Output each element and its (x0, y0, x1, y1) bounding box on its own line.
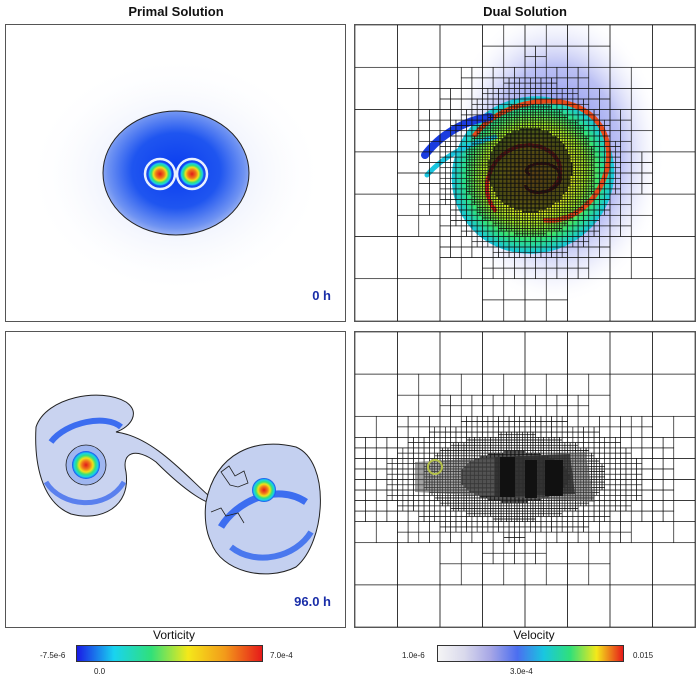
velocity-mid-label: 3.0e-4 (510, 667, 533, 676)
primal-vorticity-field-initial (26, 55, 326, 295)
velocity-colorbar (437, 645, 624, 662)
dual-solution-title: Dual Solution (483, 4, 567, 19)
dual-velocity-field-initial (355, 25, 695, 321)
dual-panel-initial (354, 24, 696, 322)
vorticity-min-label: -7.5e-6 (40, 651, 66, 660)
velocity-colorbar-title: Velocity (513, 628, 555, 642)
dual-panel-final (354, 331, 696, 628)
vorticity-colorbar (76, 645, 263, 662)
primal-solution-title: Primal Solution (128, 4, 224, 19)
vorticity-max-label: 7.0e-4 (270, 651, 293, 660)
velocity-min-label: 1.0e-6 (402, 651, 425, 660)
primal-panel-initial: 0 h (5, 24, 346, 322)
dual-velocity-field-final (355, 332, 695, 627)
primal-panel-final: 96.0 h (5, 331, 346, 628)
time-label-final: 96.0 h (294, 594, 331, 609)
vorticity-colorbar-title: Vorticity (152, 628, 195, 642)
vorticity-zero-label: 0.0 (94, 667, 106, 676)
primal-vorticity-field-final (35, 394, 321, 575)
time-label-initial: 0 h (312, 288, 331, 303)
velocity-max-label: 0.015 (633, 651, 654, 660)
